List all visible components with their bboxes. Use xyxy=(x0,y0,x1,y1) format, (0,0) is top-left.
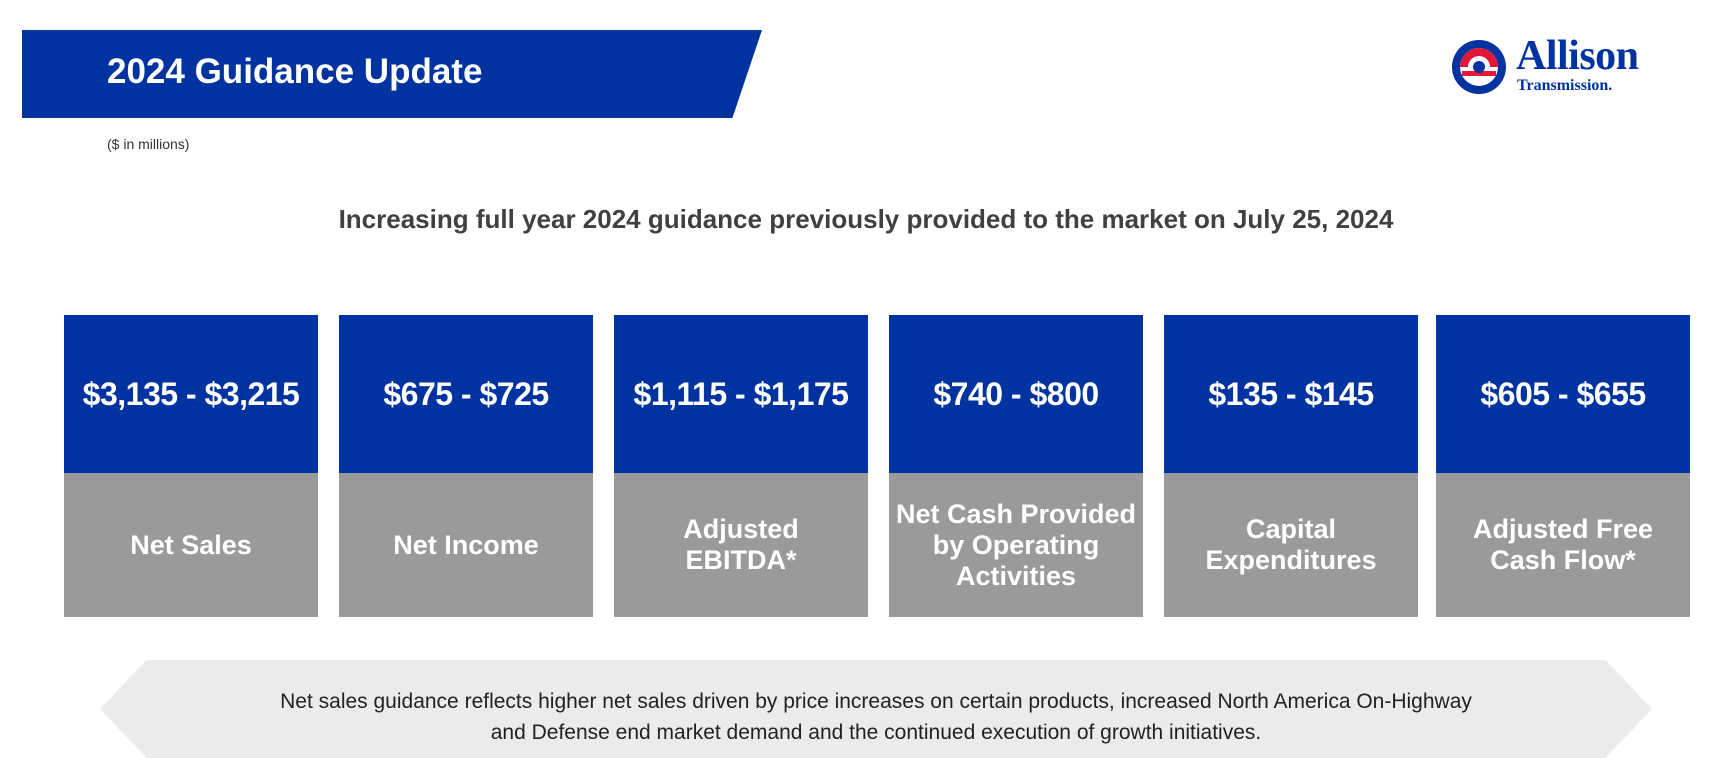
guidance-card-adjusted-ebitda: $1,115 - $1,175 Adjusted EBITDA* xyxy=(614,315,868,617)
guidance-card-operating-cash: $740 - $800 Net Cash Provided by Operati… xyxy=(889,315,1143,617)
card-label: Net Cash Provided by Operating Activitie… xyxy=(889,473,1143,617)
card-label: Net Income xyxy=(339,473,593,617)
logo-subtitle: Transmission. xyxy=(1517,77,1613,94)
card-value: $135 - $145 xyxy=(1164,315,1418,473)
footnote-banner: Net sales guidance reflects higher net s… xyxy=(100,660,1652,758)
card-label: Adjusted EBITDA* xyxy=(614,473,868,617)
footnote-text: Net sales guidance reflects higher net s… xyxy=(280,690,1472,744)
title-banner: 2024 Guidance Update xyxy=(22,30,762,118)
card-value: $740 - $800 xyxy=(889,315,1143,473)
card-value: $1,115 - $1,175 xyxy=(614,315,868,473)
logo-wordmark: Allison xyxy=(1516,33,1639,79)
card-value: $3,135 - $3,215 xyxy=(64,315,318,473)
guidance-card-capex: $135 - $145 Capital Expenditures xyxy=(1164,315,1418,617)
guidance-cards: $3,135 - $3,215 Net Sales $675 - $725 Ne… xyxy=(64,315,1690,617)
company-logo: Allison Transmission. xyxy=(1450,34,1680,98)
guidance-card-net-income: $675 - $725 Net Income xyxy=(339,315,593,617)
card-label: Adjusted Free Cash Flow* xyxy=(1436,473,1690,617)
card-value: $605 - $655 xyxy=(1436,315,1690,473)
card-label: Net Sales xyxy=(64,473,318,617)
card-label: Capital Expenditures xyxy=(1164,473,1418,617)
units-note: ($ in millions) xyxy=(107,136,190,152)
card-value: $675 - $725 xyxy=(339,315,593,473)
allison-logo-icon xyxy=(1452,40,1506,94)
page-title: 2024 Guidance Update xyxy=(107,52,483,91)
guidance-subheading: Increasing full year 2024 guidance previ… xyxy=(338,204,1394,234)
guidance-card-free-cash-flow: $605 - $655 Adjusted Free Cash Flow* xyxy=(1436,315,1690,617)
guidance-card-net-sales: $3,135 - $3,215 Net Sales xyxy=(64,315,318,617)
